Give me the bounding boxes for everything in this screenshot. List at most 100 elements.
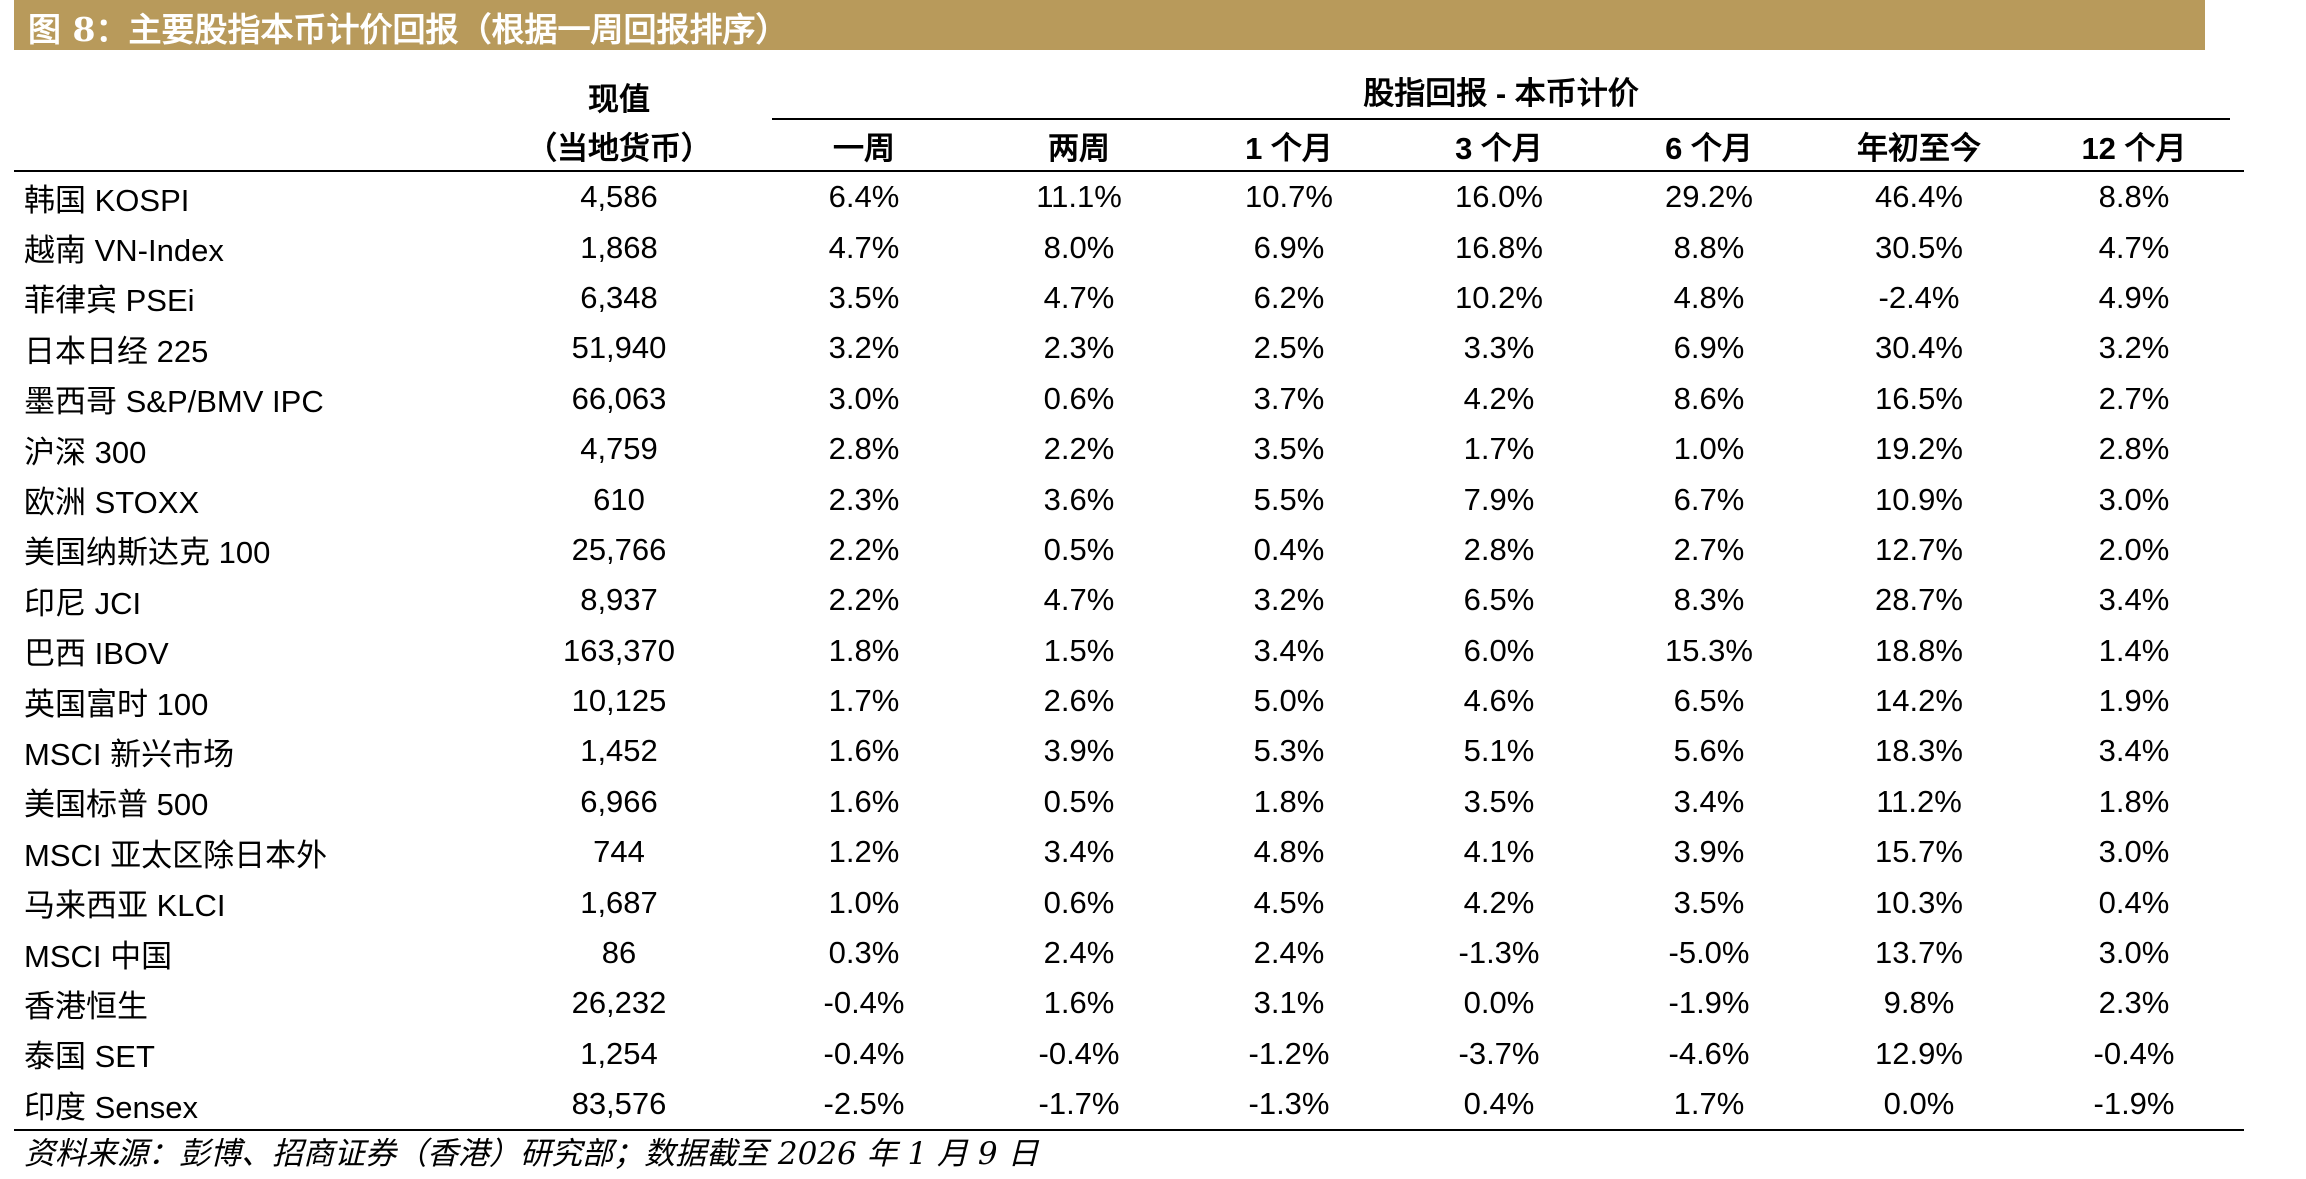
header-group-title: 股指回报 - 本币计价 [772, 72, 2230, 120]
return-cell: 2.4% [1043, 935, 1115, 971]
return-cell: 3.2% [828, 330, 900, 366]
return-cell: 2.2% [828, 582, 900, 618]
return-cell: 6.7% [1673, 481, 1745, 517]
current-value-cell: 744 [593, 834, 645, 870]
return-cell: 11.1% [1036, 179, 1122, 215]
return-cell: 0.4% [1253, 531, 1325, 567]
header-period: 12 个月 [2024, 120, 2244, 172]
return-cell: 4.5% [1253, 884, 1325, 920]
return-cell: 2.6% [1043, 683, 1115, 719]
return-cell: 5.6% [1673, 733, 1745, 769]
header-period: 年初至今 [1814, 120, 2024, 172]
return-cell: 2.3% [828, 481, 900, 517]
current-value-cell: 6,966 [580, 783, 658, 819]
return-cell: -2.5% [754, 1079, 974, 1132]
return-cell: 2.2% [1043, 431, 1115, 467]
return-cell: 4.9% [2098, 279, 2170, 315]
index-name-cell: 马来西亚 KLCI [24, 888, 226, 924]
return-cell: 16.8% [1455, 229, 1543, 265]
header-group-cell: 股指回报 - 本币计价 [754, 72, 2244, 120]
table-row: 印度 Sensex 83,576 -2.5% -1.7% -1.3% 0.4% 1.7% 0.… [14, 1079, 2244, 1132]
return-cell: 4.2% [1463, 380, 1535, 416]
return-cell: 19.2% [1875, 431, 1963, 467]
index-name-cell: 越南 VN-Index [24, 233, 224, 269]
table-row: 越南 VN-Index 1,868 4.7% 8.0% 6.9% 16.8% 8.8% 30.… [14, 222, 2244, 272]
header-value-line1: 现值 [588, 81, 650, 117]
return-cell: 18.8% [1875, 632, 1963, 668]
return-cell: 4.1% [1463, 834, 1535, 870]
current-value-cell: 4,759 [580, 431, 658, 467]
returns-table: 现值 股指回报 - 本币计价 （当地货币） 一周 两周 1 个月 3 个月 6 … [14, 72, 2244, 1132]
current-value-cell: 1,452 [580, 733, 658, 769]
return-cell: -2.4% [1878, 279, 1960, 315]
return-cell: 3.9% [1673, 834, 1745, 870]
return-cell: 10.3% [1875, 884, 1963, 920]
return-cell: -1.2% [1248, 1035, 1330, 1071]
table-row: 香港恒生 26,232 -0.4% 1.6% 3.1% 0.0% -1.9% 9.8% 2.3% [14, 978, 2244, 1028]
return-cell: 6.2% [1253, 279, 1325, 315]
index-name-cell: 美国标普 500 [24, 787, 209, 823]
return-cell: 3.4% [1253, 632, 1325, 668]
header-period: 1 个月 [1184, 120, 1394, 172]
return-cell: -1.9% [1668, 985, 1750, 1021]
return-cell: 3.2% [1253, 582, 1325, 618]
table-row: 日本日经 225 51,940 3.2% 2.3% 2.5% 3.3% 6.9% 30.4% 3… [14, 323, 2244, 373]
return-cell: 3.3% [1463, 330, 1535, 366]
return-cell: 1.7% [1463, 431, 1535, 467]
table-row: 巴西 IBOV 163,370 1.8% 1.5% 3.4% 6.0% 15.3% 18.8%… [14, 626, 2244, 676]
return-cell: 1.6% [1043, 985, 1115, 1021]
table-row: 韩国 KOSPI 4,586 6.4% 11.1% 10.7% 16.0% 29.2% 46.… [14, 171, 2244, 222]
return-cell: 46.4% [1875, 179, 1963, 215]
index-name-cell: MSCI 新兴市场 [24, 736, 235, 772]
current-value-cell: 66,063 [571, 380, 667, 416]
table-row: 马来西亚 KLCI 1,687 1.0% 0.6% 4.5% 4.2% 3.5% 10.3% 0… [14, 877, 2244, 927]
index-name-cell: 印度 Sensex [14, 1079, 484, 1132]
current-value-cell: 1,254 [580, 1035, 658, 1071]
return-cell: 3.4% [2098, 582, 2170, 618]
return-cell: 2.3% [2098, 985, 2170, 1021]
return-cell: 8.8% [1673, 229, 1745, 265]
return-cell: -1.3% [1458, 935, 1540, 971]
return-cell: 3.0% [828, 380, 900, 416]
return-cell: 3.5% [828, 279, 900, 315]
index-name-cell: MSCI 亚太区除日本外 [24, 837, 328, 873]
return-cell: 0.5% [1043, 531, 1115, 567]
return-cell: 18.3% [1875, 733, 1963, 769]
return-cell: 7.9% [1463, 481, 1535, 517]
return-cell: 6.9% [1673, 330, 1745, 366]
return-cell: 3.0% [2098, 834, 2170, 870]
return-cell: 1.7% [828, 683, 900, 719]
return-cell: -1.3% [1184, 1079, 1394, 1132]
title-bar: 图 8：主要股指本币计价回报（根据一周回报排序） [14, 0, 2205, 50]
table-row: 墨西哥 S&P/BMV IPC 66,063 3.0% 0.6% 3.7% 4.2% 8.6… [14, 374, 2244, 424]
return-cell: 3.5% [1253, 431, 1325, 467]
return-cell: 0.4% [2098, 884, 2170, 920]
current-value-cell: 25,766 [571, 531, 667, 567]
return-cell: 2.0% [2098, 531, 2170, 567]
return-cell: 0.0% [1814, 1079, 2024, 1132]
return-cell: 9.8% [1883, 985, 1955, 1021]
return-cell: 4.7% [1043, 582, 1115, 618]
current-value-cell: 10,125 [571, 683, 667, 719]
current-value-cell: 26,232 [571, 985, 667, 1021]
return-cell: 1.9% [2098, 683, 2170, 719]
return-cell: 3.1% [1253, 985, 1325, 1021]
return-cell: 4.2% [1463, 884, 1535, 920]
current-value-cell: 610 [593, 481, 645, 517]
header-name [14, 120, 484, 172]
return-cell: 3.0% [2098, 481, 2170, 517]
return-cell: 2.8% [2098, 431, 2170, 467]
return-cell: 4.7% [2098, 229, 2170, 265]
return-cell: 0.0% [1463, 985, 1535, 1021]
index-name-cell: 巴西 IBOV [24, 636, 169, 672]
return-cell: 1.5% [1043, 632, 1115, 668]
return-cell: 3.5% [1673, 884, 1745, 920]
return-cell: -0.4% [823, 985, 905, 1021]
return-cell: 16.0% [1455, 179, 1543, 215]
return-cell: 3.4% [2098, 733, 2170, 769]
table-row: 印尼 JCI 8,937 2.2% 4.7% 3.2% 6.5% 8.3% 28.7% 3.4% [14, 575, 2244, 625]
return-cell: 15.7% [1875, 834, 1963, 870]
index-name-cell: 香港恒生 [24, 988, 148, 1024]
return-cell: 1.0% [1673, 431, 1745, 467]
table-row: MSCI 中国 86 0.3% 2.4% 2.4% -1.3% -5.0% 13.7% 3.0% [14, 928, 2244, 978]
